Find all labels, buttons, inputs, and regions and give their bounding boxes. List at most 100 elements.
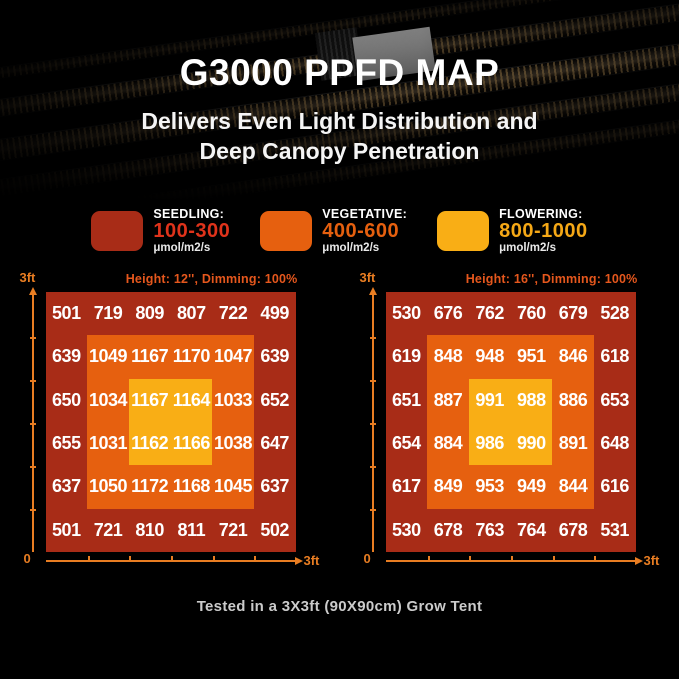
ppfd-value: 678 <box>433 519 463 540</box>
legend-range: 800-1000 <box>499 220 588 242</box>
flowering-zone-layer <box>468 378 553 466</box>
legend-label: FLOWERING: <box>499 207 583 221</box>
flowering-color-swatch <box>437 210 490 251</box>
ppfd-value: 679 <box>558 303 588 324</box>
ppfd-value: 807 <box>177 303 206 324</box>
ppfd-value: 848 <box>433 346 463 367</box>
ppfd-value: 1167 <box>131 389 169 410</box>
y-axis-arrow-icon <box>28 287 37 295</box>
ppfd-value: 531 <box>600 519 629 540</box>
ppfd-value: 528 <box>600 303 629 324</box>
ppfd-value: 884 <box>433 433 463 454</box>
ppfd-value: 619 <box>392 346 421 367</box>
y-axis-max-label: 3ft <box>359 270 376 285</box>
ppfd-value: 722 <box>218 303 248 324</box>
ppfd-value: 652 <box>260 389 289 410</box>
ppfd-value: 721 <box>218 519 248 540</box>
ppfd-value: 764 <box>517 519 546 540</box>
ppfd-value: 762 <box>475 303 504 324</box>
ppfd-value: 647 <box>260 433 289 454</box>
ppfd-value: 648 <box>600 433 629 454</box>
legend-unit: μmol/m2/s <box>153 242 211 254</box>
legend-text-vegetative: VEGETATIVE: 400-600 μmol/m2/s <box>322 207 407 254</box>
heatmap-grid: 530 676 762 760 679 528 619 848 948 951 846 618 651 8… <box>385 292 636 552</box>
ppfd-value: 499 <box>260 303 289 324</box>
ppfd-value: 1166 <box>172 433 211 454</box>
subtitle-line-1: Delivers Even Light Distribution and <box>141 108 538 134</box>
ppfd-value: 501 <box>52 303 81 324</box>
ppfd-value: 650 <box>52 389 81 410</box>
ppfd-value: 530 <box>392 303 421 324</box>
heatmap-grid: 501 719 809 807 722 499 639 1049 1167 1170 1047 639… <box>45 292 296 552</box>
legend-range: 400-600 <box>322 220 400 242</box>
ppfd-value: 990 <box>517 433 546 454</box>
map-header: Height: 12'', Dimming: 100% <box>125 272 298 286</box>
ppfd-value: 846 <box>558 346 588 367</box>
ppfd-value: 618 <box>600 346 629 367</box>
vegetative-color-swatch <box>260 210 313 251</box>
ppfd-value: 1162 <box>131 433 169 454</box>
legend-unit: μmol/m2/s <box>322 242 380 254</box>
y-axis-max-label: 3ft <box>19 270 36 285</box>
ppfd-value: 1045 <box>213 476 253 497</box>
ppfd-legend: SEEDLING: 100-300 μmol/m2/s VEGETATIVE: … <box>0 207 679 254</box>
ppfd-value: 991 <box>475 389 504 410</box>
ppfd-value: 651 <box>392 389 421 410</box>
ppfd-value: 1049 <box>88 346 128 367</box>
ppfd-value: 1038 <box>213 433 253 454</box>
ppfd-value: 639 <box>260 346 289 367</box>
legend-item-vegetative: VEGETATIVE: 400-600 μmol/m2/s <box>260 207 407 254</box>
ppfd-value: 637 <box>260 476 289 497</box>
ppfd-value: 949 <box>517 476 546 497</box>
ppfd-maps: 3ft Height: 12'', Dimming: 100% 0 501 719… <box>0 270 679 582</box>
y-axis-arrow-icon <box>368 287 377 295</box>
ppfd-value: 721 <box>93 519 123 540</box>
legend-text-flowering: FLOWERING: 800-1000 μmol/m2/s <box>499 207 588 254</box>
ppfd-value: 1031 <box>88 433 128 454</box>
ppfd-value: 639 <box>52 346 81 367</box>
ppfd-values-grid: 530 676 762 760 679 528 619 848 948 951 846 618 651 8… <box>386 292 636 552</box>
ppfd-value: 653 <box>600 389 629 410</box>
ppfd-value: 1172 <box>131 476 169 497</box>
test-condition-note: Tested in a 3X3ft (90X90cm) Grow Tent <box>196 598 483 615</box>
x-axis-max-label: 3ft <box>643 553 660 568</box>
hero-text: G3000 PPFD MAP Delivers Even Light Distr… <box>0 0 679 166</box>
legend-item-seedling: SEEDLING: 100-300 μmol/m2/s <box>91 207 230 254</box>
ppfd-value: 951 <box>517 346 546 367</box>
map-header: Height: 16'', Dimming: 100% <box>465 272 638 286</box>
ppfd-value: 844 <box>558 476 588 497</box>
ppfd-value: 891 <box>558 433 588 454</box>
ppfd-value: 1050 <box>88 476 128 497</box>
ppfd-value: 616 <box>600 476 629 497</box>
ppfd-value: 678 <box>558 519 588 540</box>
ppfd-value: 530 <box>392 519 421 540</box>
ppfd-value: 501 <box>52 519 81 540</box>
page-title: G3000 PPFD MAP <box>179 52 500 93</box>
ppfd-value: 637 <box>52 476 81 497</box>
x-axis <box>385 556 643 565</box>
ppfd-value: 1164 <box>172 389 211 410</box>
y-axis <box>368 287 377 552</box>
x-axis <box>45 556 303 565</box>
ppfd-value: 1167 <box>131 346 169 367</box>
ppfd-value: 849 <box>433 476 463 497</box>
ppfd-value: 948 <box>475 346 504 367</box>
legend-label: SEEDLING: <box>153 207 225 221</box>
seedling-color-swatch <box>91 210 144 251</box>
origin-label: 0 <box>23 551 31 566</box>
flowering-zone-layer <box>128 378 213 466</box>
ppfd-map-16in: 3ft Height: 16'', Dimming: 100% 0 530 676… <box>356 270 664 582</box>
origin-label: 0 <box>363 551 371 566</box>
legend-unit: μmol/m2/s <box>499 242 556 254</box>
ppfd-value: 763 <box>475 519 504 540</box>
x-axis-max-label: 3ft <box>303 553 320 568</box>
ppfd-value: 953 <box>475 476 504 497</box>
ppfd-value: 887 <box>433 389 463 410</box>
x-axis-arrow-icon <box>634 557 643 565</box>
hero-banner: G3000 PPFD MAP Delivers Even Light Distr… <box>0 0 679 200</box>
legend-range: 100-300 <box>153 220 231 242</box>
ppfd-map-12in: 3ft Height: 12'', Dimming: 100% 0 501 719… <box>16 270 324 582</box>
ppfd-value: 502 <box>260 519 289 540</box>
ppfd-value: 655 <box>52 433 81 454</box>
